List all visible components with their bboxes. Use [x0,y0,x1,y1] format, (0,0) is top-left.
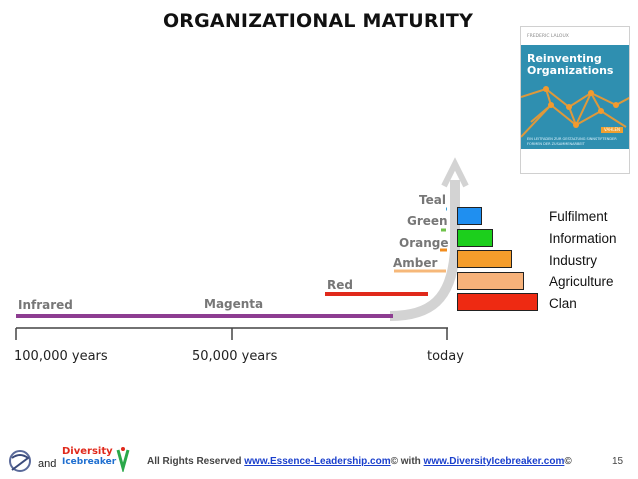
page-title: ORGANIZATIONAL MATURITY [162,10,474,32]
legend-bar-clan [457,293,538,311]
tick-label-50000: 50,000 years [192,349,278,364]
stage-label-green: Green [407,214,448,228]
book-publisher: VAHLEN [601,127,623,133]
book-author: FREDERIC LALOUX [527,34,569,39]
footer-and: and [38,458,57,470]
footer-mid: © with [390,456,424,467]
stage-label-amber: Amber [393,256,438,270]
growth-arrow-head [441,157,469,188]
legend-label-agriculture: Agriculture [549,274,614,289]
diversity-icebreaker-link[interactable]: www.DiversityIcebreaker.com [423,456,565,467]
growth-arrow-shaft [389,180,460,321]
legend-label-information: Information [549,231,617,246]
book-title-line1: Reinventing [527,52,602,65]
book-title: Reinventing Organizations [527,53,627,77]
stage-label-orange: Orange [399,236,449,250]
book-cover-image: FREDERIC LALOUX Reinventing Organization… [520,26,630,174]
essence-leadership-logo [9,450,31,472]
book-subtitle: EIN LEITFADEN ZUR GESTALTUNG SINNSTIFTEN… [527,137,617,146]
book-network-art [521,86,629,138]
legend-bar-industry [457,250,512,268]
stage-label-red: Red [327,278,353,292]
legend-label-fulfilment: Fulfilment [549,209,608,224]
tick-label-today: today [427,349,464,364]
di-logo-mark-icon [116,447,130,472]
book-bottom-band [521,149,629,173]
legend-bar-agriculture [457,272,524,290]
stage-label-teal: Teal [419,193,446,207]
stage-label-infrared: Infrared [18,298,73,312]
legend-bar-fulfilment [457,207,482,225]
di-logo-word1: Diversity [62,446,113,457]
footer-copyright: All Rights Reserved www.Essence-Leadersh… [147,456,572,467]
diversity-icebreaker-logo[interactable]: Diversity Icebreaker [60,446,132,474]
tick-label-100000: 100,000 years [14,349,108,364]
footer-suffix: © [564,456,572,467]
book-top-band [521,27,629,45]
di-logo-word2: Icebreaker [62,457,117,467]
footer-rights-prefix: All Rights Reserved [147,456,245,467]
stage-label-magenta: Magenta [204,297,264,311]
legend-bar-information [457,229,493,247]
book-title-line2: Organizations [527,64,614,77]
legend-label-industry: Industry [549,253,598,268]
essence-leadership-link[interactable]: www.Essence-Leadership.com [244,456,391,467]
legend-label-clan: Clan [549,296,577,311]
page-number: 15 [612,456,624,467]
